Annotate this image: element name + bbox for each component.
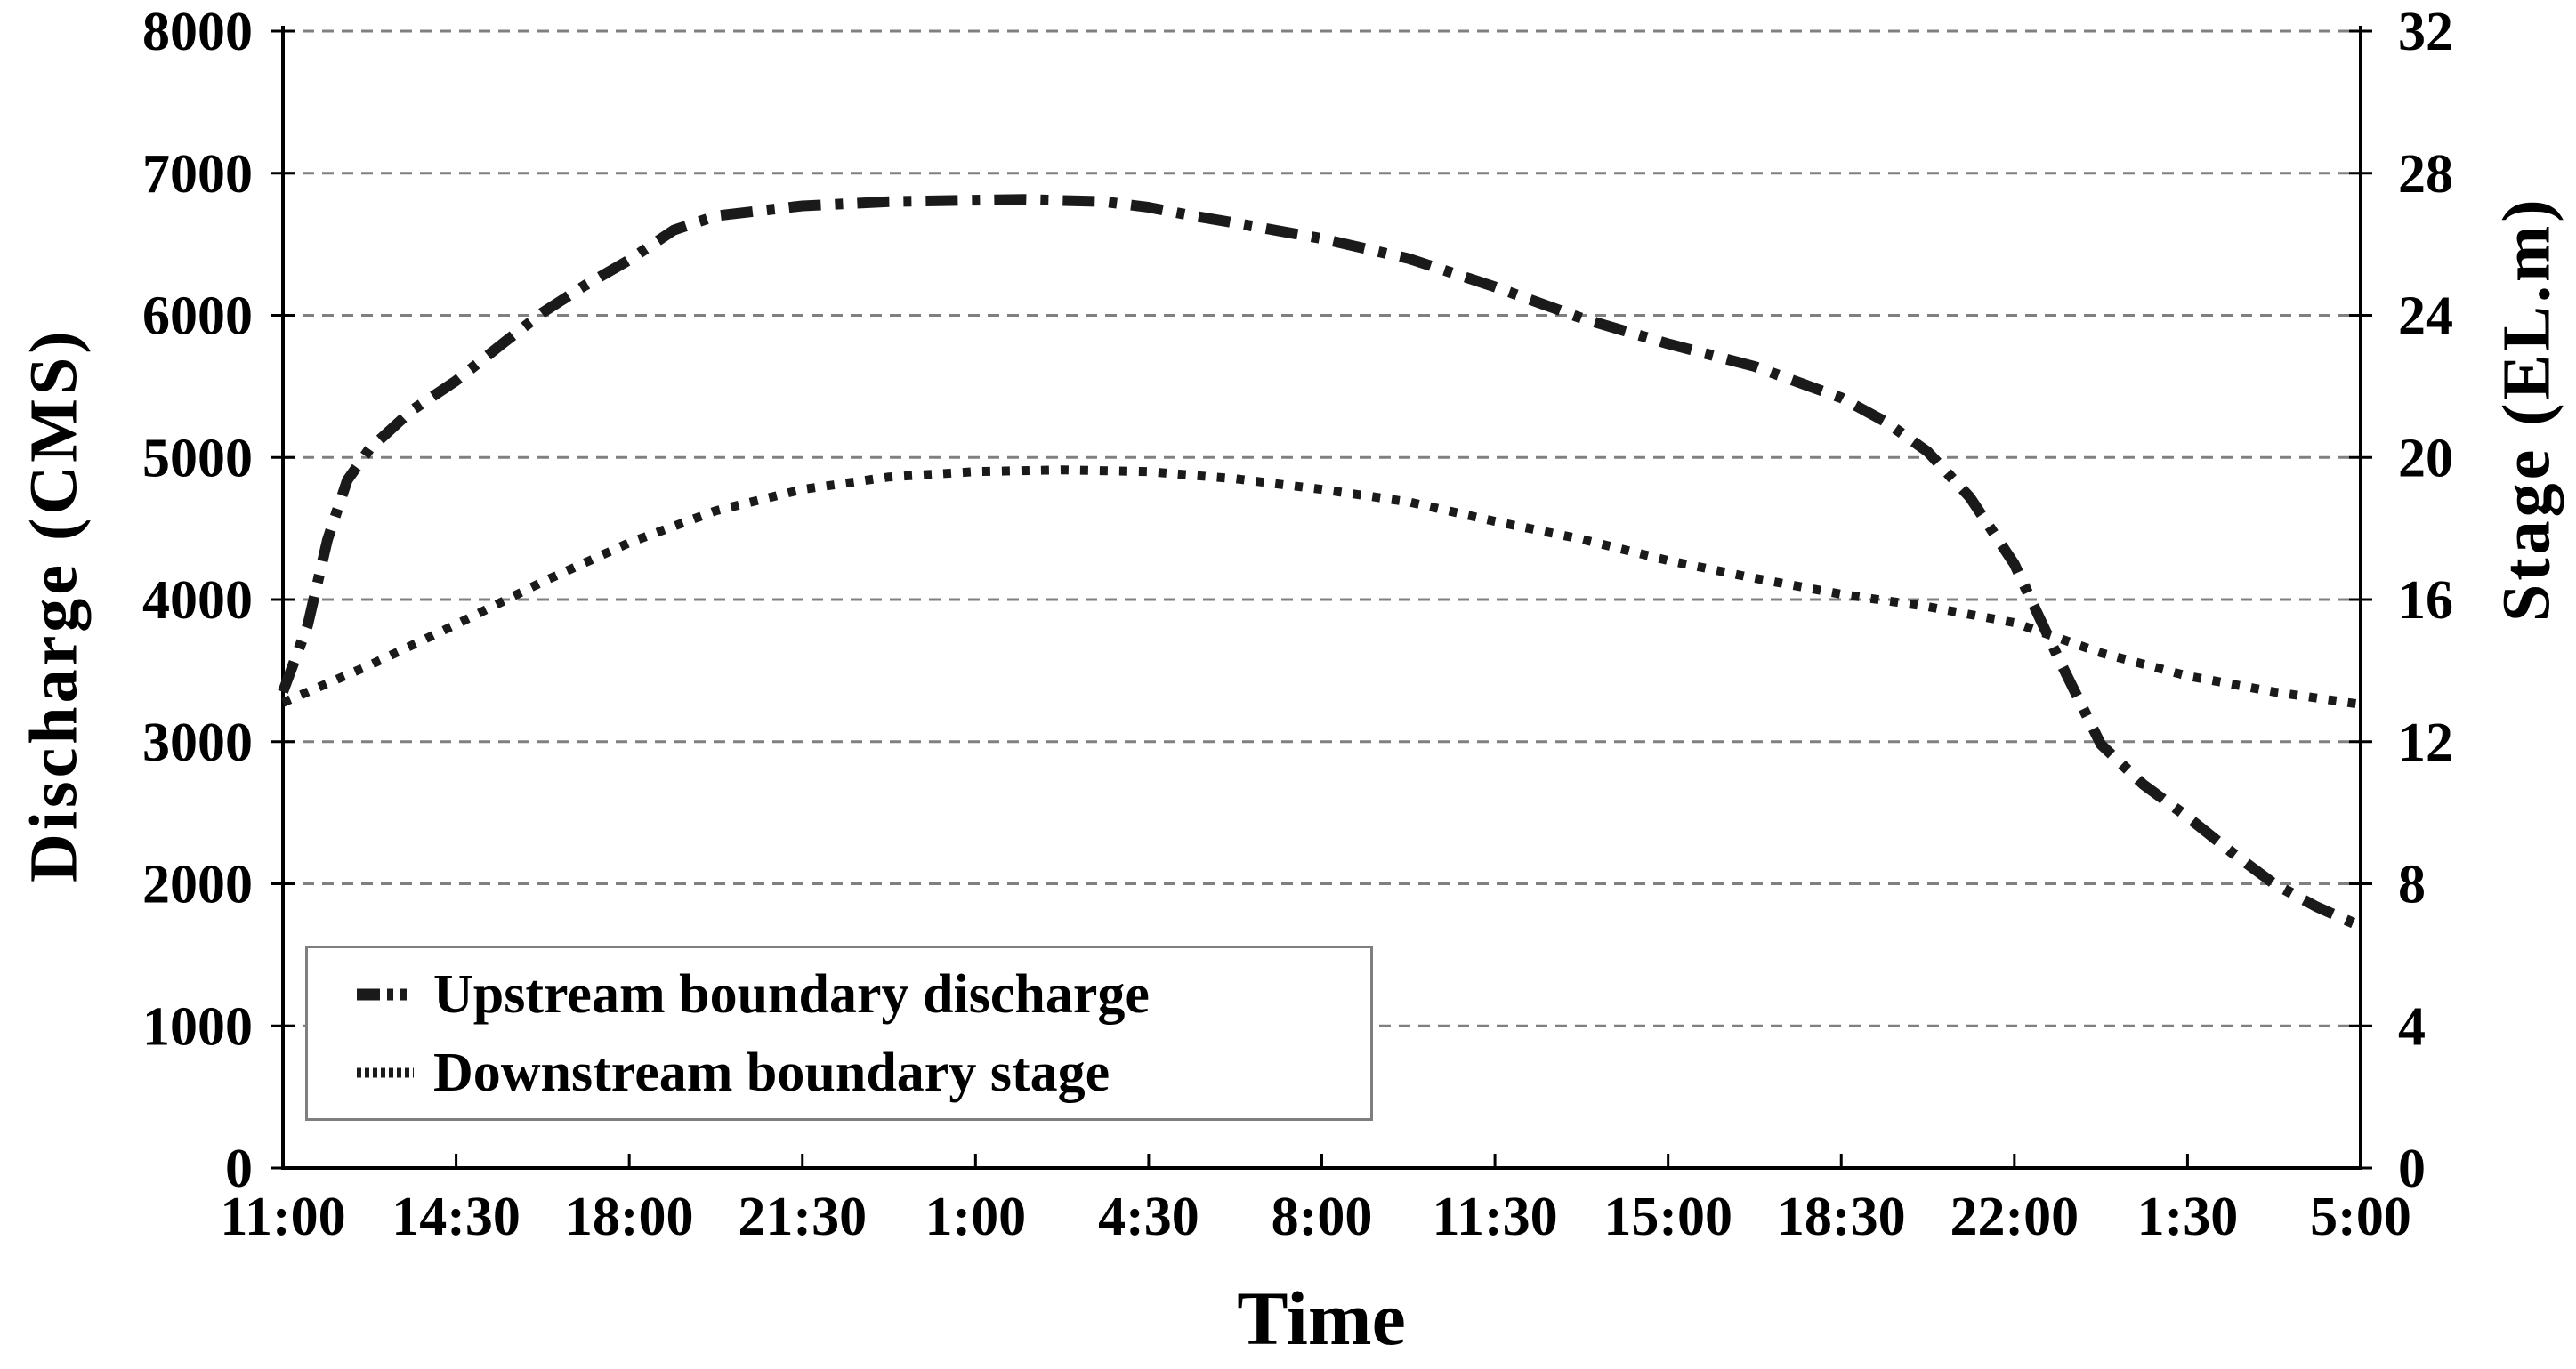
y-left-tick-label: 0 (225, 1139, 253, 1199)
x-tick-label: 4:30 (1098, 1187, 1199, 1247)
y-left-tick-label: 4000 (142, 570, 253, 631)
x-tick-label: 18:00 (565, 1187, 694, 1247)
y-left-tick-label: 5000 (142, 428, 253, 488)
x-tick-label: 1:00 (925, 1187, 1027, 1247)
x-tick-label: 21:30 (738, 1187, 867, 1247)
y-axis-title-left: Discharge (CMS) (16, 327, 92, 882)
y-right-tick-label: 0 (2398, 1139, 2426, 1199)
x-tick-label: 5:00 (2310, 1187, 2411, 1247)
legend-label-upstream-discharge: Upstream boundary discharge (433, 963, 1150, 1025)
x-tick-label: 18:30 (1777, 1187, 1906, 1247)
y-left-tick-label: 7000 (142, 144, 253, 205)
x-tick-label: 1:30 (2137, 1187, 2239, 1247)
y-right-tick-label: 4 (2398, 996, 2426, 1057)
legend-box: Upstream boundary discharge Downstream b… (305, 946, 1373, 1121)
x-tick-label: 11:00 (220, 1187, 345, 1247)
y-left-tick-label: 6000 (142, 286, 253, 347)
y-right-tick-label: 28 (2398, 144, 2453, 205)
x-tick-label: 11:30 (1432, 1187, 1557, 1247)
x-tick-label: 14:30 (392, 1187, 521, 1247)
y-left-tick-label: 8000 (142, 2, 253, 62)
x-tick-label: 15:00 (1603, 1187, 1732, 1247)
y-right-tick-label: 16 (2398, 570, 2453, 631)
x-tick-label: 8:00 (1272, 1187, 1373, 1247)
y-left-tick-label: 3000 (142, 713, 253, 773)
dash-dot-line-icon (357, 988, 414, 1000)
y-right-tick-label: 8 (2398, 855, 2426, 915)
y-right-tick-label: 20 (2398, 428, 2453, 488)
dotted-line-icon (357, 1067, 414, 1077)
y-right-tick-label: 32 (2398, 2, 2453, 62)
series-dotted (281, 465, 2362, 709)
x-tick-label: 22:00 (1950, 1187, 2079, 1247)
legend-label-downstream-stage: Downstream boundary stage (433, 1042, 1110, 1103)
y-axis-title-right: Stage (EL.m) (2489, 196, 2564, 623)
y-right-tick-label: 12 (2398, 713, 2453, 773)
y-right-tick-label: 24 (2398, 286, 2453, 347)
x-axis-title: Time (1237, 1276, 1406, 1361)
legend-item-upstream-discharge: Upstream boundary discharge (357, 963, 1370, 1026)
legend-item-downstream-stage: Downstream boundary stage (357, 1042, 1370, 1104)
y-left-tick-label: 2000 (142, 855, 253, 915)
series-dash-dot (278, 194, 2363, 931)
y-left-tick-label: 1000 (142, 996, 253, 1057)
